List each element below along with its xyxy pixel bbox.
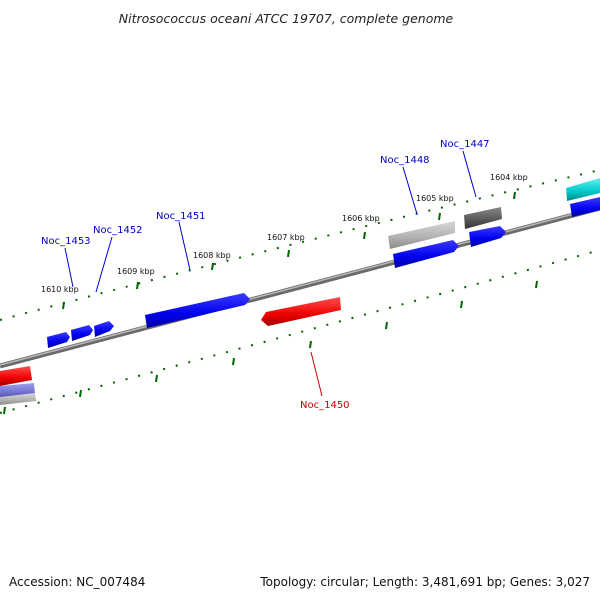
tick-label-1607: 1607 kbp [267, 233, 305, 242]
gene-label-noc-1453[interactable]: Noc_1453 [41, 236, 91, 247]
gene-noc-1453[interactable] [47, 332, 70, 348]
gene-edge-forward[interactable] [570, 197, 600, 217]
outer-major-ticks [62, 191, 516, 310]
genome-summary-text: Topology: circular; Length: 3,481,691 bp… [259, 575, 590, 589]
tick-label-1608: 1608 kbp [193, 251, 231, 260]
gene-noc-1448-forward[interactable] [393, 240, 459, 268]
gene-noc-1450[interactable] [261, 297, 341, 326]
gene-gray-edge[interactable] [0, 393, 36, 405]
tick-label-1604: 1604 kbp [490, 173, 528, 182]
gene-label-noc-1450[interactable]: Noc_1450 [300, 400, 350, 411]
gene-noc-1447-forward[interactable] [469, 226, 506, 247]
tick-label-1609: 1609 kbp [117, 267, 155, 276]
accession-text: Accession: NC_007484 [9, 575, 145, 589]
tick-label-1605: 1605 kbp [416, 194, 454, 203]
gene-label-noc-1451[interactable]: Noc_1451 [156, 211, 206, 222]
genome-backbone [0, 205, 600, 369]
gene-noc-1452a[interactable] [71, 325, 93, 341]
map-title: Nitrosococcus oceani ATCC 19707, complet… [119, 11, 454, 26]
gene-noc-1447[interactable] [464, 207, 502, 229]
gene-label-noc-1452[interactable]: Noc_1452 [93, 225, 143, 236]
gene-label-leaders [64, 150, 477, 397]
inner-tick-track [0, 249, 600, 414]
gene-noc-1448[interactable] [388, 221, 455, 249]
gene-label-noc-1447[interactable]: Noc_1447 [440, 139, 490, 150]
tick-label-1606: 1606 kbp [342, 214, 380, 223]
gene-teal-edge[interactable] [566, 178, 600, 201]
gene-label-noc-1448[interactable]: Noc_1448 [380, 155, 430, 166]
gene-noc-1451[interactable] [145, 293, 250, 328]
inner-major-ticks [3, 280, 538, 415]
gene-noc-1452[interactable] [94, 321, 114, 337]
tick-label-1610: 1610 kbp [41, 285, 79, 294]
gene-red-edge[interactable] [0, 366, 32, 386]
